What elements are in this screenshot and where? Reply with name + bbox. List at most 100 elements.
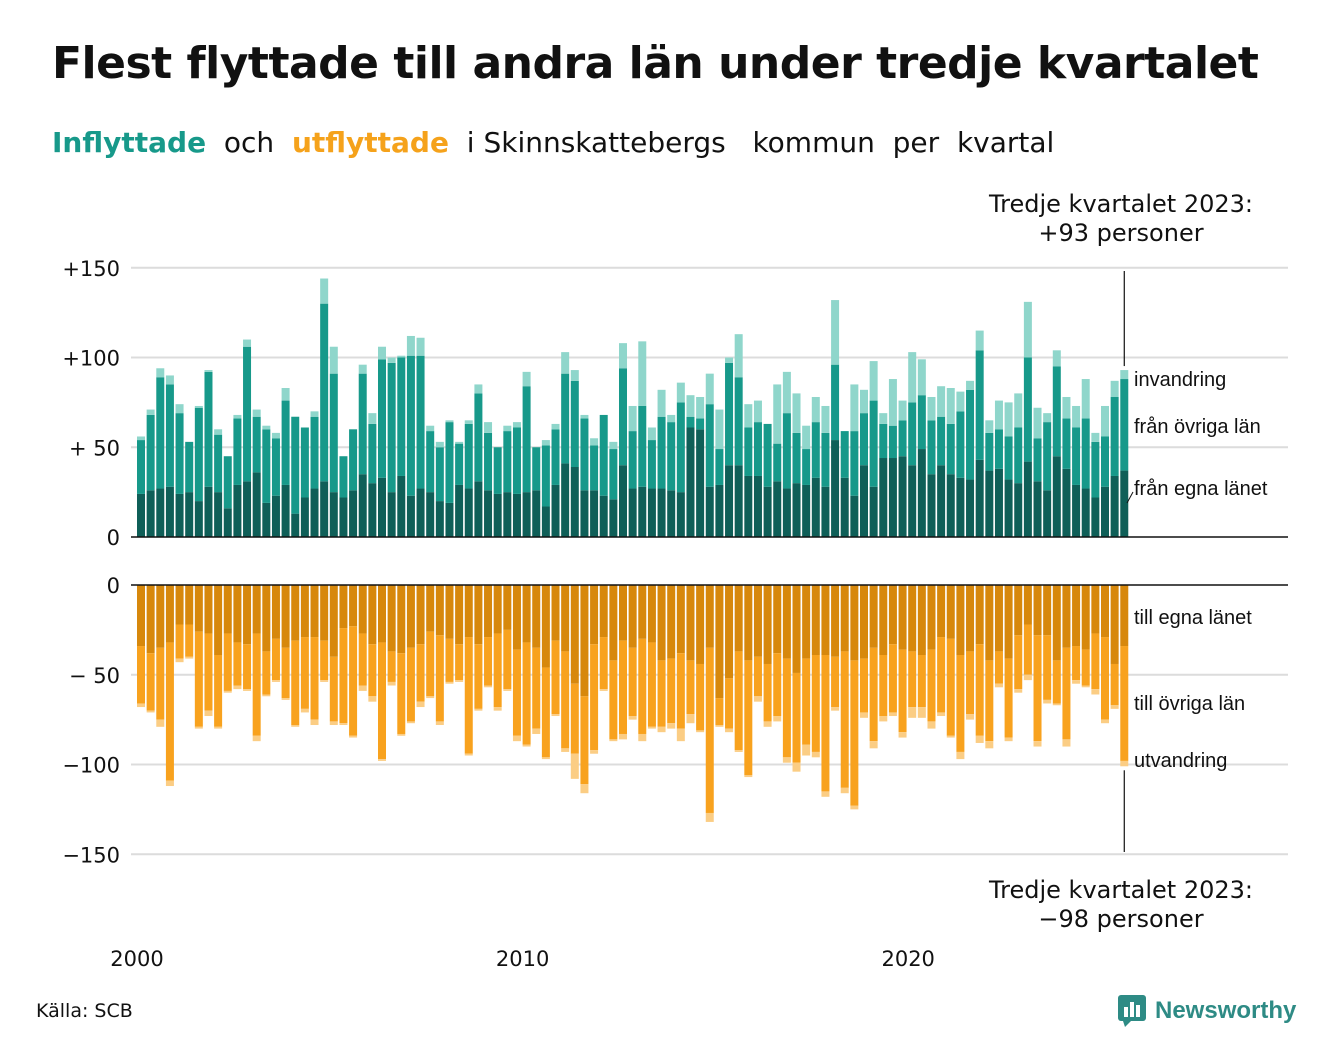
bar-in-1 — [165, 384, 174, 487]
bar-in-0 — [484, 490, 493, 537]
bar-in-1 — [734, 377, 743, 466]
bar-out-2 — [725, 728, 734, 733]
bar-in-1 — [426, 431, 435, 493]
bar-out-1 — [358, 633, 367, 686]
series-label-bottom: till egna länet — [1134, 607, 1252, 629]
bar-in-1 — [368, 423, 377, 484]
bar-out-0 — [619, 585, 627, 641]
bar-out-0 — [715, 585, 724, 699]
y-tick-label-top: 0 — [107, 526, 120, 550]
bar-in-1 — [194, 407, 203, 502]
bar-in-1 — [503, 431, 512, 493]
bar-out-0 — [493, 585, 502, 634]
bar-in-1 — [869, 400, 878, 487]
bar-in-1 — [792, 432, 801, 484]
bar-in-0 — [792, 483, 801, 537]
bar-in-2 — [869, 361, 878, 401]
bar-in-0 — [966, 479, 975, 537]
bar-out-0 — [734, 585, 743, 652]
bar-out-0 — [744, 585, 753, 661]
bar-in-2 — [1014, 393, 1023, 428]
bar-in-2 — [1072, 405, 1081, 428]
bar-out-0 — [484, 585, 493, 638]
bar-out-0 — [551, 585, 560, 641]
bar-out-2 — [1081, 685, 1090, 688]
bar-out-1 — [387, 651, 396, 682]
bar-out-1 — [619, 640, 627, 734]
bar-in-1 — [243, 346, 252, 482]
bar-out-1 — [753, 656, 762, 697]
bar-in-2 — [1043, 413, 1052, 423]
bar-in-2 — [1033, 407, 1042, 439]
bar-in-1 — [763, 423, 772, 487]
bar-in-0 — [619, 465, 627, 537]
bar-in-0 — [696, 429, 705, 537]
bar-out-1 — [271, 638, 280, 681]
bar-in-2 — [985, 420, 994, 433]
bar-in-0 — [647, 488, 656, 537]
bar-out-0 — [609, 585, 618, 661]
bar-out-2 — [223, 690, 232, 693]
series-label-bottom: till övriga län — [1134, 693, 1245, 715]
bar-in-2 — [792, 393, 801, 433]
bar-out-1 — [397, 653, 406, 734]
bar-out-2 — [281, 698, 290, 700]
bar-out-0 — [194, 585, 203, 632]
bar-in-1 — [378, 359, 386, 478]
bar-in-1 — [667, 422, 676, 491]
bar-in-2 — [744, 404, 753, 428]
bar-in-1 — [831, 364, 840, 441]
bar-out-2 — [329, 721, 338, 726]
bar-in-0 — [1004, 479, 1013, 537]
bar-in-1 — [619, 368, 627, 466]
bar-out-1 — [1052, 660, 1061, 704]
bar-out-2 — [532, 728, 541, 734]
bar-in-0 — [782, 488, 791, 537]
bar-out-0 — [869, 585, 878, 648]
bar-in-2 — [137, 436, 145, 441]
bar-out-2 — [484, 685, 493, 688]
bar-out-2 — [416, 701, 425, 708]
bar-in-2 — [888, 379, 897, 426]
bar-out-2 — [368, 696, 377, 702]
bar-out-2 — [638, 733, 647, 742]
bar-out-1 — [676, 653, 685, 729]
bar-out-2 — [917, 707, 926, 718]
bar-out-0 — [561, 585, 570, 652]
bar-in-2 — [512, 422, 521, 428]
bar-in-0 — [667, 490, 676, 537]
bar-out-0 — [860, 585, 868, 659]
bar-out-2 — [879, 716, 888, 722]
bar-in-0 — [985, 470, 994, 537]
bar-in-1 — [773, 443, 782, 482]
bar-out-2 — [320, 680, 329, 682]
bar-in-2 — [850, 384, 859, 432]
bar-in-1 — [387, 362, 396, 493]
bar-in-0 — [753, 475, 762, 537]
bar-out-1 — [725, 678, 734, 729]
bar-out-2 — [1120, 760, 1129, 767]
bar-out-2 — [1033, 741, 1042, 747]
bar-out-1 — [647, 642, 656, 727]
bar-in-2 — [773, 384, 782, 444]
bar-in-2 — [1052, 350, 1061, 367]
bar-out-2 — [763, 721, 772, 727]
bar-out-1 — [455, 644, 464, 681]
bar-out-2 — [1023, 674, 1032, 681]
bar-out-0 — [300, 585, 309, 638]
bar-out-1 — [1023, 624, 1032, 675]
bar-in-0 — [879, 458, 888, 537]
bar-in-2 — [696, 396, 705, 419]
bar-out-0 — [387, 585, 396, 652]
bar-in-0 — [561, 463, 570, 537]
bar-out-1 — [888, 644, 897, 713]
bar-in-0 — [185, 492, 194, 538]
bar-out-1 — [204, 633, 213, 711]
bar-out-1 — [1120, 646, 1129, 761]
bar-out-1 — [570, 683, 579, 754]
bar-out-0 — [686, 585, 695, 661]
bar-out-0 — [435, 585, 444, 636]
bar-out-2 — [570, 753, 579, 779]
bar-out-0 — [676, 585, 685, 654]
bar-out-1 — [705, 647, 714, 813]
